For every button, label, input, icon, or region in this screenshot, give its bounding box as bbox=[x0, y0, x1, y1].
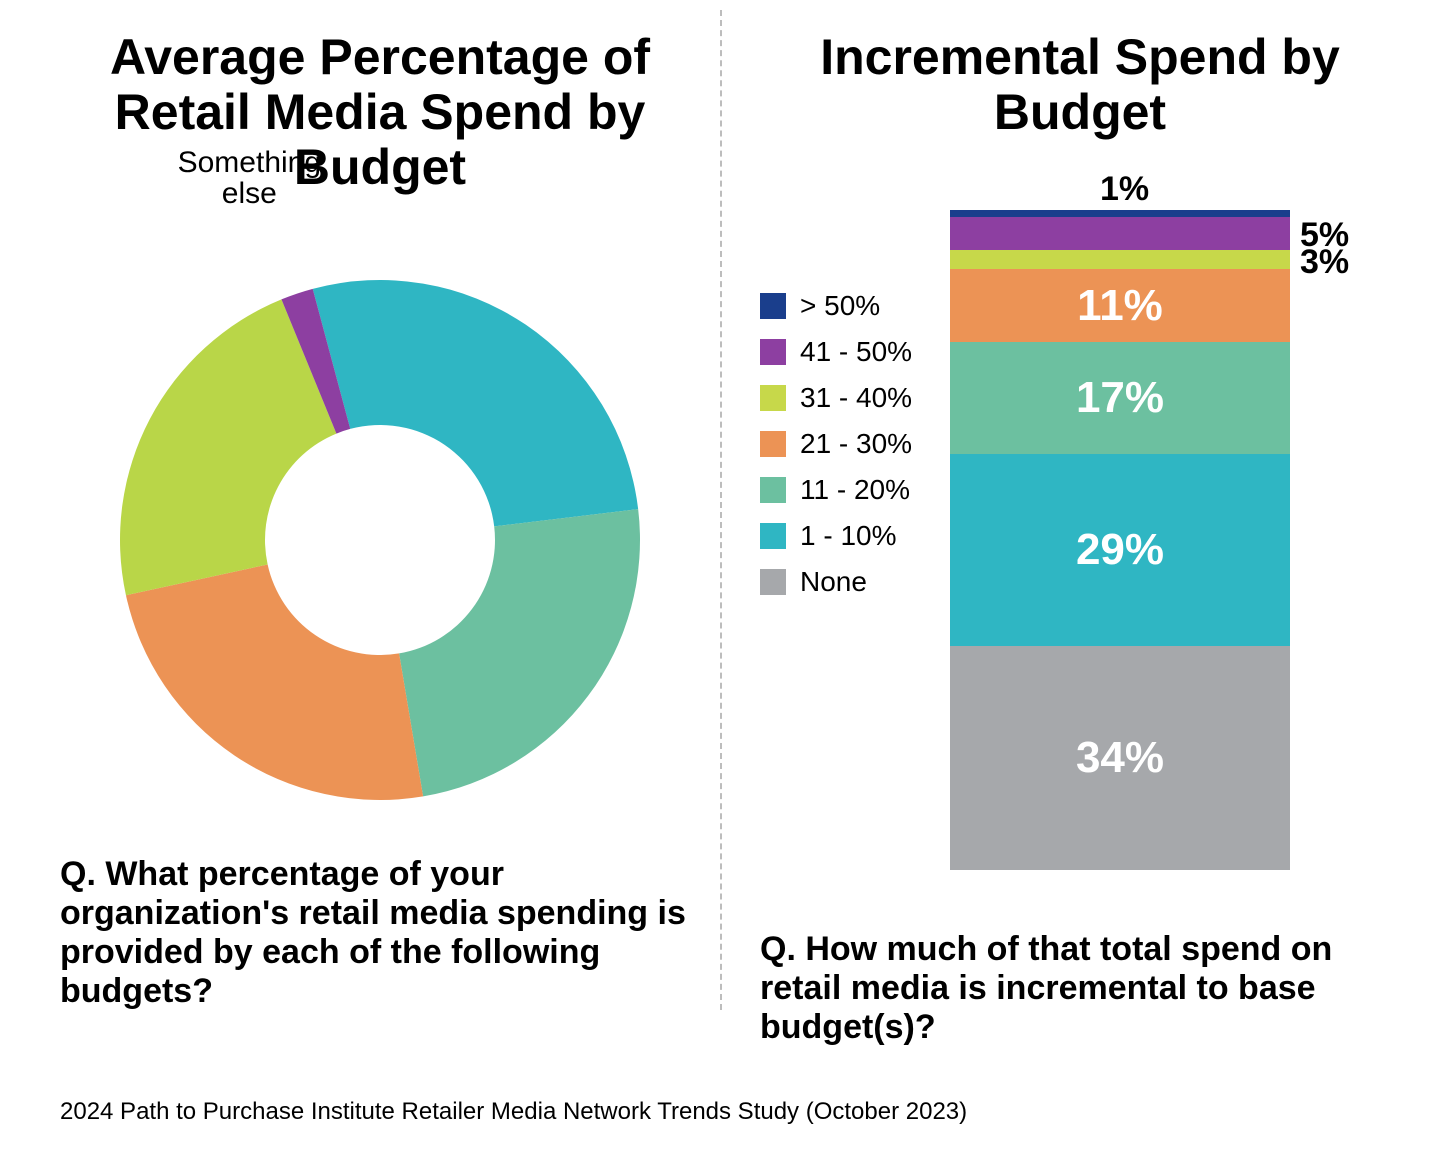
bar-segment-pct: 3% bbox=[1300, 243, 1349, 282]
legend-item: 31 - 40% bbox=[760, 382, 912, 414]
legend-item: 21 - 30% bbox=[760, 428, 912, 460]
donut-slice bbox=[126, 564, 423, 800]
bar-segment: 29% bbox=[950, 454, 1290, 645]
page: Average Percentage of Retail Media Spend… bbox=[0, 0, 1440, 1169]
left-question: Q. What percentage of your organization'… bbox=[60, 855, 700, 1011]
bar-segment bbox=[950, 210, 1290, 217]
columns: Average Percentage of Retail Media Spend… bbox=[60, 30, 1400, 1080]
legend-item: 1 - 10% bbox=[760, 520, 912, 552]
source-line: 2024 Path to Purchase Institute Retailer… bbox=[60, 1098, 1400, 1126]
legend-swatch bbox=[760, 293, 786, 319]
legend-swatch bbox=[760, 339, 786, 365]
bar-segment: 34% bbox=[950, 646, 1290, 870]
bar-area: 11%17%29%34%1%5%3% bbox=[950, 210, 1360, 870]
legend-swatch bbox=[760, 431, 786, 457]
donut-slice bbox=[399, 509, 640, 796]
right-question: Q. How much of that total spend on retai… bbox=[760, 930, 1400, 1047]
legend-label: 1 - 10% bbox=[800, 520, 897, 552]
bar-segment: 11% bbox=[950, 269, 1290, 342]
right-title: Incremental Spend by Budget bbox=[760, 30, 1400, 140]
right-panel: Incremental Spend by Budget > 50% 41 - 50… bbox=[730, 30, 1400, 1080]
bar-segment bbox=[950, 217, 1290, 250]
donut-slice bbox=[313, 280, 638, 526]
legend-label: 21 - 30% bbox=[800, 428, 912, 460]
legend-label: 41 - 50% bbox=[800, 336, 912, 368]
legend-swatch bbox=[760, 523, 786, 549]
bar-segment-pct: 1% bbox=[1100, 170, 1149, 209]
bar-segment: 17% bbox=[950, 342, 1290, 454]
bar-segment-pct: 11% bbox=[1077, 281, 1163, 331]
legend-label: None bbox=[800, 566, 867, 598]
stacked-bar: 11% 17% 29% 34% bbox=[950, 210, 1290, 870]
bar-segment-pct: 17% bbox=[1076, 373, 1164, 423]
legend-label: 31 - 40% bbox=[800, 382, 912, 414]
legend-swatch bbox=[760, 477, 786, 503]
left-panel: Average Percentage of Retail Media Spend… bbox=[60, 30, 730, 1080]
legend: > 50% 41 - 50% 31 - 40% 21 - 30% 11 - 20% 1 -… bbox=[760, 290, 912, 612]
bar-segment bbox=[950, 250, 1290, 270]
legend-item: 41 - 50% bbox=[760, 336, 912, 368]
legend-item: None bbox=[760, 566, 912, 598]
stacked-bar-chart: > 50% 41 - 50% 31 - 40% 21 - 30% 11 - 20% 1 -… bbox=[760, 210, 1390, 910]
legend-label: 11 - 20% bbox=[800, 474, 910, 506]
bar-segment-pct: 29% bbox=[1076, 525, 1164, 575]
legend-swatch bbox=[760, 385, 786, 411]
bar-segment-pct: 34% bbox=[1076, 733, 1164, 783]
donut-slice-label: Somethingelse bbox=[149, 147, 349, 210]
legend-item: > 50% bbox=[760, 290, 912, 322]
legend-item: 11 - 20% bbox=[760, 474, 912, 506]
legend-label: > 50% bbox=[800, 290, 880, 322]
legend-swatch bbox=[760, 569, 786, 595]
donut-chart: Shoppermarketing27%Nationalmedia24%Trade… bbox=[80, 205, 680, 835]
